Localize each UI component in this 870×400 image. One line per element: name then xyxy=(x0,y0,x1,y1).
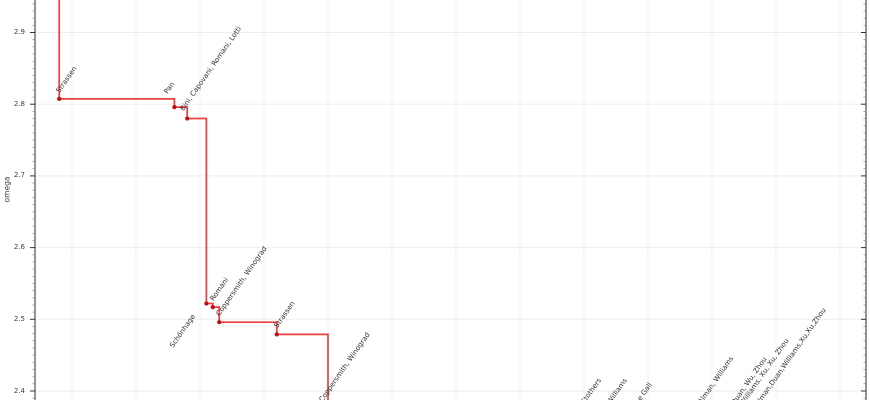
y-tick-label: 2.5 xyxy=(13,314,25,323)
y-tick-label: 2.7 xyxy=(13,171,25,180)
data-point-marker xyxy=(204,301,209,306)
data-point-marker xyxy=(210,305,215,310)
y-tick-label: 2.9 xyxy=(13,28,25,36)
data-point-marker xyxy=(217,320,222,325)
data-point-marker xyxy=(274,332,279,337)
y-tick-label: 2.8 xyxy=(13,99,25,108)
y-tick-label: 2.4 xyxy=(13,386,25,395)
omega-step-line xyxy=(58,0,329,400)
y-tick-label: 2.6 xyxy=(13,243,25,252)
data-point-marker xyxy=(172,105,177,110)
data-point-marker xyxy=(185,116,190,121)
data-point-marker xyxy=(57,96,62,101)
